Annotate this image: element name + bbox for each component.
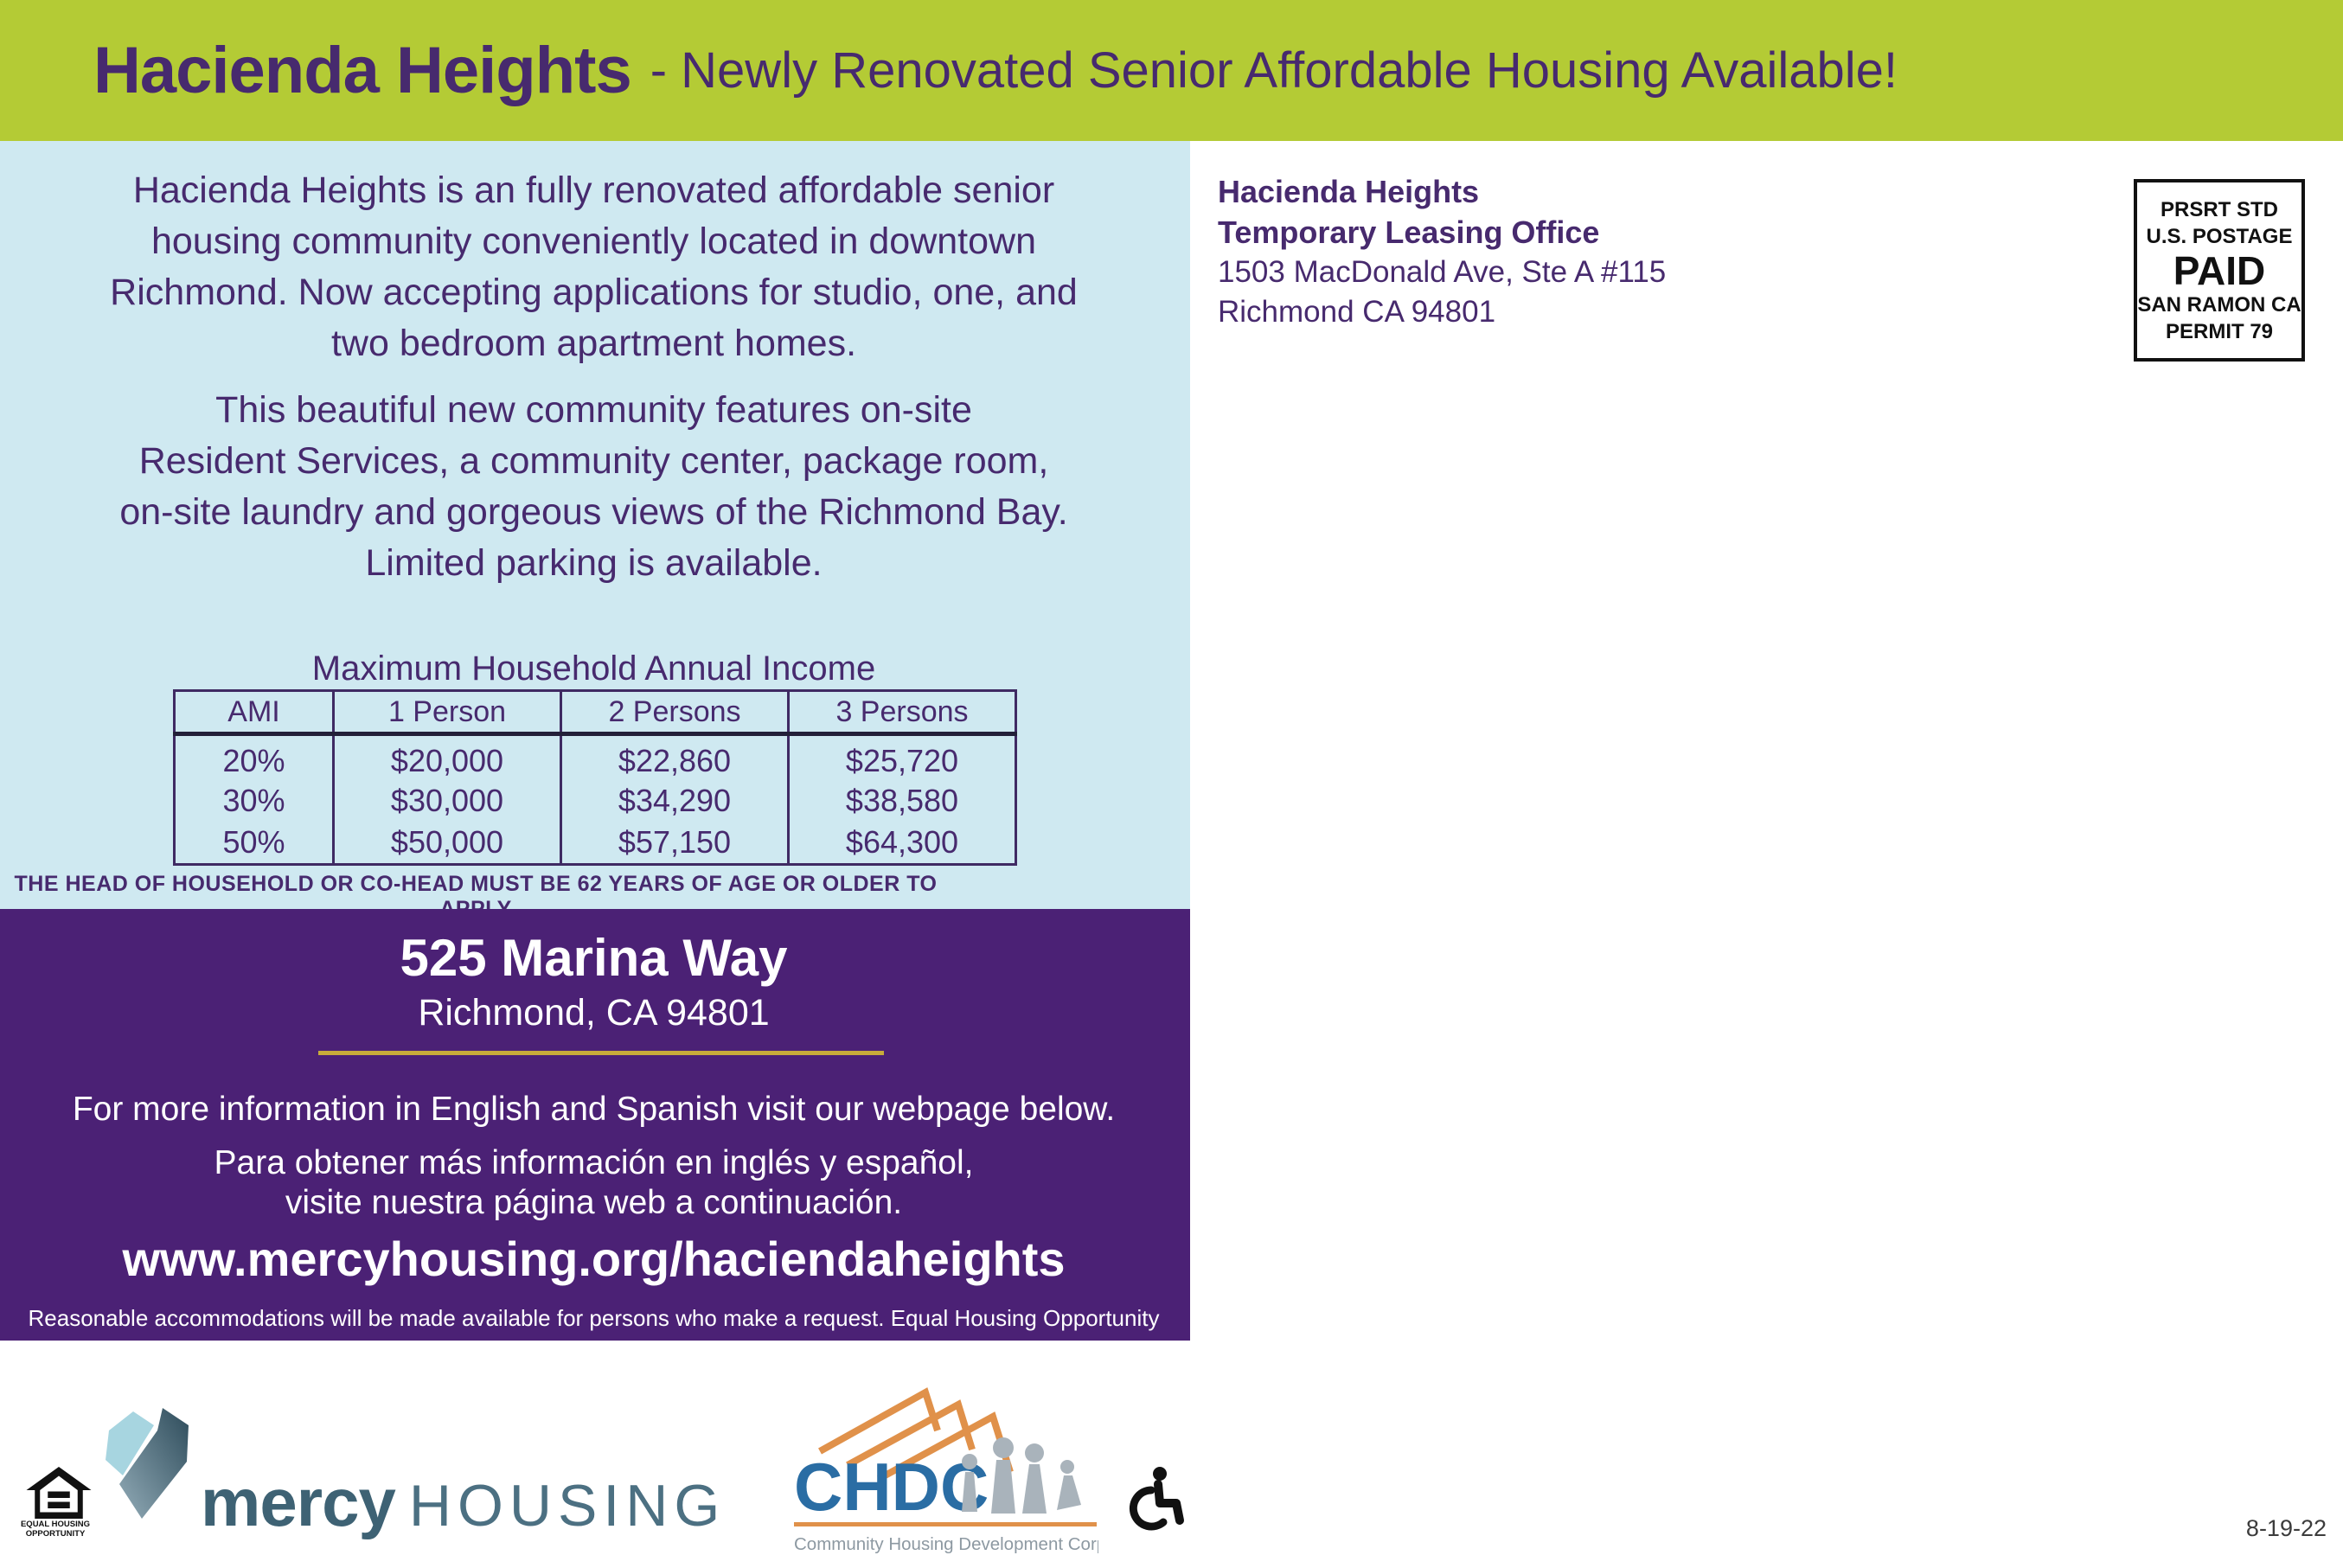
table-cell: $64,300 <box>787 822 1016 864</box>
postage-paid: PAID <box>2173 247 2266 293</box>
page-subtitle: - Newly Renovated Senior Affordable Hous… <box>650 42 1898 99</box>
property-city: Richmond, CA 94801 <box>418 992 770 1034</box>
postage-line: U.S. POSTAGE <box>2146 224 2293 248</box>
mailing-office: Temporary Leasing Office <box>1218 214 1600 250</box>
table-header-cell: 3 Persons <box>787 690 1016 736</box>
postage-line: PERMIT 79 <box>2165 319 2274 343</box>
table-cell: $34,290 <box>560 779 789 822</box>
intro-paragraph-1: Hacienda Heights is an fully renovated a… <box>0 165 1188 369</box>
housing-wordmark: HOUSING <box>408 1473 727 1539</box>
intro-paragraph-2: This beautiful new community features on… <box>0 385 1188 589</box>
accommodations-disclaimer: Reasonable accommodations will be made a… <box>28 1305 1160 1331</box>
table-header-cell: AMI <box>174 690 334 736</box>
webpage-url: www.mercyhousing.org/haciendaheights <box>122 1232 1066 1286</box>
table-row: 50% $50,000 $57,150 $64,300 <box>175 822 1016 864</box>
chdc-logo: CHDC Community Housing Development Corpo… <box>794 1387 1098 1554</box>
mercy-wordmark: mercy <box>201 1464 396 1540</box>
income-table: AMI 1 Person 2 Persons 3 Persons 20% $20… <box>173 689 1017 866</box>
page-title: Hacienda Heights <box>93 34 632 107</box>
table-cell: 30% <box>222 782 285 818</box>
table-cell: $50,000 <box>332 822 561 864</box>
table-row: 20% $20,000 $22,860 $25,720 <box>175 733 1016 779</box>
print-date: 8-19-22 <box>2245 1515 2327 1541</box>
property-address: 525 Marina Way <box>400 929 788 987</box>
intro-line: housing community conveniently located i… <box>150 221 1037 262</box>
intro-line: Hacienda Heights is an fully renovated a… <box>132 170 1055 211</box>
chdc-wordmark: CHDC <box>794 1449 989 1525</box>
mercy-heart-icon <box>106 1408 189 1519</box>
intro-line: This beautiful new community features on… <box>215 389 972 431</box>
mercy-housing-logo: mercy HOUSING <box>201 1463 726 1542</box>
family-silhouette-icon <box>962 1437 1081 1514</box>
mailing-name: Hacienda Heights <box>1218 174 1480 209</box>
table-cell: $38,580 <box>787 779 1016 822</box>
intro-line: Richmond. Now accepting applications for… <box>110 272 1078 313</box>
header-banner: Hacienda Heights - Newly Renovated Senio… <box>0 0 2343 141</box>
wheelchair-accessibility-icon <box>1129 1467 1184 1531</box>
intro-line: Limited parking is available. <box>365 542 823 584</box>
table-header-cell: 1 Person <box>332 690 561 736</box>
table-header-cell: 2 Persons <box>560 690 789 736</box>
table-cell: $57,150 <box>560 822 789 864</box>
intro-line: Resident Services, a community center, p… <box>138 440 1049 482</box>
info-english: For more information in English and Span… <box>72 1091 1116 1128</box>
income-table-title: Maximum Household Annual Income <box>311 650 876 688</box>
equal-housing-icon <box>26 1467 92 1519</box>
equal-housing-caption: EQUAL HOUSING OPPORTUNITY <box>20 1520 91 1539</box>
table-cell: $25,720 <box>787 733 1016 779</box>
mailing-address: Hacienda Heights Temporary Leasing Offic… <box>1218 171 1666 332</box>
mailing-city: Richmond CA 94801 <box>1218 295 1496 329</box>
gold-divider <box>318 1051 884 1055</box>
info-panel: Hacienda Heights is an fully renovated a… <box>0 141 1190 921</box>
info-spanish-line1: Para obtener más información en inglés y… <box>214 1144 974 1181</box>
table-cell: $22,860 <box>560 733 789 779</box>
address-panel: 525 Marina Way Richmond, CA 94801 For mo… <box>0 909 1190 1341</box>
table-cell: $20,000 <box>332 733 561 779</box>
postage-indicia: PRSRT STD U.S. POSTAGE PAID SAN RAMON CA… <box>2134 179 2305 362</box>
table-cell: 50% <box>222 823 285 860</box>
intro-line: on-site laundry and gorgeous views of th… <box>119 491 1068 533</box>
intro-line: two bedroom apartment homes. <box>330 323 857 364</box>
chdc-caption: Community Housing Development Corporatio… <box>794 1534 1098 1554</box>
postage-line: SAN RAMON CA <box>2137 292 2301 317</box>
table-cell: 20% <box>222 743 285 778</box>
table-cell: $30,000 <box>332 779 561 822</box>
mailing-street: 1503 MacDonald Ave, Ste A #115 <box>1218 255 1667 289</box>
table-row: 30% $30,000 $34,290 $38,580 <box>175 779 1016 822</box>
info-spanish-line2: visite nuestra página web a continuación… <box>285 1184 903 1221</box>
postage-line: PRSRT STD <box>2160 197 2278 221</box>
table-header-row: AMI 1 Person 2 Persons 3 Persons <box>174 690 1016 736</box>
